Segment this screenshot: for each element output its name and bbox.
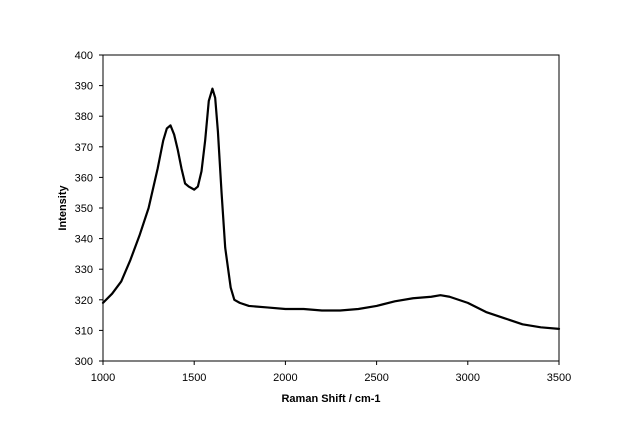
y-tick-label: 310: [75, 325, 93, 337]
x-tick-label: 1500: [182, 372, 206, 384]
y-tick-label: 320: [75, 295, 93, 307]
series-line: [103, 89, 559, 329]
x-tick-label: 3500: [547, 372, 571, 384]
x-tick-label: 1000: [91, 372, 115, 384]
plot-area-frame: [103, 55, 559, 361]
y-tick-label: 370: [75, 142, 93, 154]
y-tick-label: 400: [75, 50, 93, 62]
x-tick-label: 3000: [456, 372, 480, 384]
x-axis-title: Raman Shift / cm-1: [281, 393, 380, 405]
ticks-layer: [99, 55, 559, 365]
y-tick-label: 300: [75, 356, 93, 368]
x-tick-label: 2000: [273, 372, 297, 384]
y-tick-label: 360: [75, 172, 93, 184]
y-axis-title: Intensity: [57, 185, 69, 231]
y-tick-label: 350: [75, 203, 93, 215]
y-tick-label: 390: [75, 81, 93, 93]
y-tick-label: 380: [75, 111, 93, 123]
tick-labels-layer: 300 310 320 330 340 350 360 370 380 390 400 1000 150…: [75, 50, 572, 384]
y-tick-label: 330: [75, 264, 93, 276]
y-tick-label: 340: [75, 234, 93, 246]
x-tick-label: 2500: [364, 372, 388, 384]
